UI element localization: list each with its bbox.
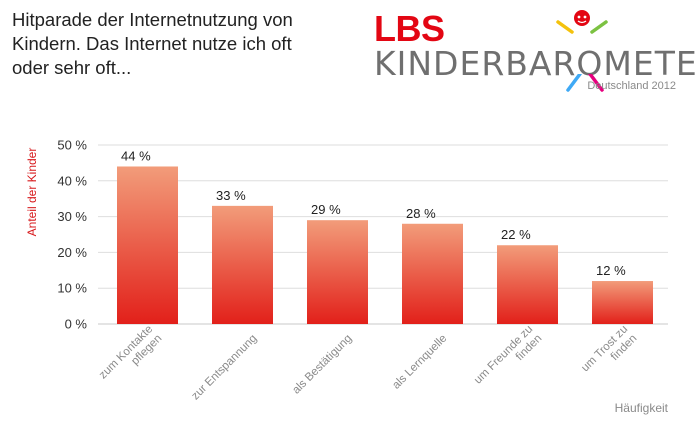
- logo-subtitle: Deutschland 2012: [587, 80, 676, 92]
- bar: [592, 281, 653, 324]
- title-line-1: Hitparade der Internetnutzung von: [12, 9, 293, 30]
- x-tick-label-line: als Lernquelle: [390, 332, 449, 391]
- data-labels: 44 % 33 % 29 % 28 % 22 % 12 %: [121, 148, 626, 278]
- y-tick-label: 20 %: [57, 245, 87, 260]
- y-tick-label: 10 %: [57, 281, 87, 296]
- y-tick-label: 30 %: [57, 209, 87, 224]
- data-label: 22 %: [501, 227, 531, 242]
- figure-arm-right: [590, 20, 608, 34]
- x-tick-label: zur Entspannung: [189, 332, 259, 402]
- data-label: 12 %: [596, 263, 626, 278]
- data-label: 33 %: [216, 188, 246, 203]
- data-label: 44 %: [121, 148, 151, 163]
- x-tick-label: als Lernquelle: [390, 332, 449, 391]
- chart-title: Hitparade der Internetnutzung von Kinder…: [12, 8, 372, 80]
- bar: [307, 220, 368, 324]
- data-label: 28 %: [406, 206, 436, 221]
- x-axis-label: Häufigkeit: [615, 401, 669, 415]
- x-tick-label-line: als Bestätigung: [290, 332, 354, 396]
- y-tick-label: 40 %: [57, 173, 87, 188]
- x-tick-label-line: zur Entspannung: [189, 332, 259, 402]
- y-axis-label: Anteil der Kinder: [25, 148, 39, 237]
- bar: [402, 223, 463, 324]
- y-tick-labels: 0 % 10 % 20 % 30 % 40 % 50 %: [57, 138, 87, 332]
- figure-arm-left: [556, 20, 574, 34]
- lbs-kinderbarometer-logo: LBS KINDERBAROMETER Deutschland 2012: [372, 6, 696, 96]
- y-tick-label: 50 %: [57, 138, 87, 153]
- data-label: 29 %: [311, 202, 341, 217]
- figure-legs-icon: [566, 74, 604, 92]
- bars: [117, 166, 653, 324]
- figure-head: [574, 10, 590, 26]
- bar: [117, 166, 178, 324]
- title-line-3: oder sehr oft...: [12, 57, 132, 78]
- logo-name: KINDERBAROMETER: [374, 44, 696, 83]
- bar: [497, 245, 558, 324]
- grid-lines: [98, 144, 668, 325]
- title-line-2: Kindern. Das Internet nutze ich oft: [12, 33, 292, 54]
- logo-brand: LBS: [374, 8, 445, 49]
- y-tick-label: 0 %: [65, 317, 88, 332]
- child-figure-icon: [556, 10, 608, 34]
- bar: [212, 205, 273, 324]
- x-tick-label: als Bestätigung: [290, 332, 354, 396]
